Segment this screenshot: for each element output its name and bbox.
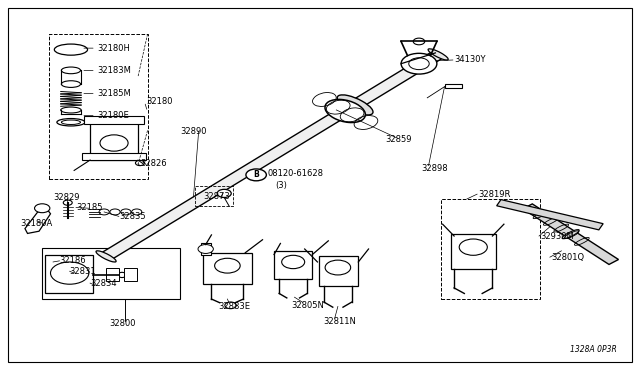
Circle shape [413, 38, 425, 45]
Polygon shape [497, 200, 603, 230]
Circle shape [460, 239, 487, 255]
Text: 32180H: 32180H [98, 44, 131, 52]
Bar [274, 251, 312, 279]
Bar [200, 243, 211, 254]
Ellipse shape [96, 251, 116, 262]
Text: 32180: 32180 [147, 97, 173, 106]
Text: 1328A 0P3R: 1328A 0P3R [570, 344, 617, 353]
Ellipse shape [337, 95, 373, 115]
Bar [445, 84, 463, 88]
Bar [124, 268, 137, 281]
Ellipse shape [61, 120, 81, 125]
Circle shape [401, 53, 437, 74]
Text: B: B [253, 170, 259, 179]
Ellipse shape [428, 49, 448, 60]
Text: 32800: 32800 [109, 319, 136, 328]
Circle shape [246, 169, 266, 181]
Text: 32831: 32831 [70, 267, 96, 276]
Bar [442, 199, 540, 299]
Text: 32834: 32834 [90, 279, 116, 288]
Text: 32898: 32898 [421, 164, 447, 173]
Circle shape [225, 302, 236, 309]
Polygon shape [25, 211, 51, 234]
Circle shape [35, 204, 50, 213]
Bar [195, 186, 232, 206]
Ellipse shape [61, 107, 81, 113]
Text: 32186: 32186 [60, 256, 86, 265]
Circle shape [99, 209, 109, 215]
Bar [49, 34, 148, 179]
Bar [106, 268, 119, 281]
Circle shape [325, 260, 351, 275]
Text: 08120-61628: 08120-61628 [268, 169, 324, 178]
Text: 32180E: 32180E [98, 111, 129, 120]
Bar [90, 118, 138, 160]
Text: 32873: 32873 [204, 192, 230, 201]
Text: 32890: 32890 [180, 126, 207, 136]
Circle shape [63, 200, 72, 205]
Circle shape [100, 135, 128, 151]
Ellipse shape [61, 81, 81, 87]
Polygon shape [523, 204, 618, 264]
Text: 32805N: 32805N [291, 301, 324, 310]
Text: 34130Y: 34130Y [454, 55, 486, 64]
Circle shape [132, 209, 142, 215]
Text: 32826: 32826 [140, 159, 166, 168]
Text: 32859: 32859 [385, 135, 412, 144]
Bar [203, 253, 252, 284]
Text: 32801Q: 32801Q [551, 253, 584, 262]
Bar [451, 234, 495, 269]
Circle shape [217, 189, 231, 198]
Ellipse shape [57, 119, 85, 126]
Ellipse shape [61, 67, 81, 74]
Text: 32835: 32835 [119, 212, 145, 221]
Circle shape [198, 244, 213, 253]
Circle shape [214, 258, 240, 273]
Text: 32183M: 32183M [98, 66, 132, 75]
Text: 32883E: 32883E [218, 302, 250, 311]
Polygon shape [100, 51, 444, 260]
Bar [319, 256, 358, 286]
Circle shape [121, 209, 131, 215]
Circle shape [136, 160, 145, 166]
Text: 32930M: 32930M [540, 231, 574, 241]
Text: 32829: 32829 [53, 193, 79, 202]
Text: 32185: 32185 [76, 203, 102, 212]
Bar [45, 254, 93, 294]
Text: 32811N: 32811N [323, 317, 356, 326]
Circle shape [282, 255, 305, 269]
Bar [84, 116, 145, 124]
Circle shape [118, 272, 127, 278]
Circle shape [110, 209, 120, 215]
Bar [83, 153, 146, 160]
Text: 32185M: 32185M [98, 89, 131, 98]
Text: 32819R: 32819R [478, 190, 511, 199]
Ellipse shape [562, 230, 579, 239]
Text: 32180A: 32180A [20, 219, 52, 228]
Circle shape [51, 262, 89, 284]
Ellipse shape [54, 44, 88, 55]
Bar [42, 248, 179, 299]
Ellipse shape [325, 99, 365, 122]
Circle shape [409, 58, 429, 70]
Text: (3): (3) [275, 181, 287, 190]
